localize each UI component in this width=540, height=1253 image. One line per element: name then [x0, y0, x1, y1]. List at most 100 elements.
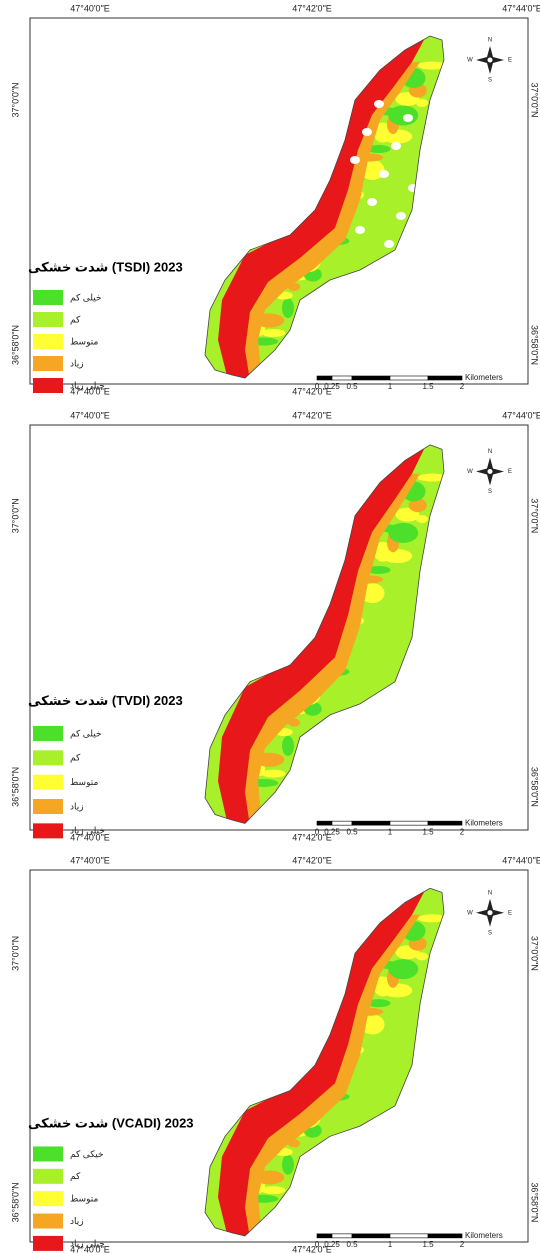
left-coordinate: 36°58'0"N [10, 325, 20, 365]
legend-label: کم [70, 314, 81, 325]
legend-label: خیلی زیاد [70, 380, 105, 390]
scale-unit: Kilometers [465, 1231, 503, 1240]
compass-letter: E [508, 469, 512, 475]
patch [382, 549, 412, 563]
right-coordinate: 37°0'0"N [530, 498, 540, 533]
no-data [396, 212, 406, 220]
study-area [205, 36, 447, 380]
top-coordinate: 47°44'0"E [502, 3, 540, 13]
legend-swatch [33, 290, 63, 305]
legend-swatch [33, 378, 63, 393]
scale-segment [332, 821, 352, 825]
legend-swatch [33, 1191, 63, 1206]
study-area [205, 888, 447, 1238]
scale-unit: Kilometers [465, 373, 503, 382]
no-data [384, 240, 394, 248]
patch [382, 983, 412, 997]
scale-label: 1.5 [422, 382, 434, 391]
compass-letter: E [508, 58, 512, 64]
scale-segment [332, 376, 352, 380]
legend-swatch [33, 1236, 63, 1251]
top-coordinate: 47°42'0"E [292, 3, 332, 13]
patch [262, 329, 286, 337]
scale-segment [428, 1234, 462, 1238]
top-coordinate: 47°40'0"E [70, 410, 110, 420]
top-coordinate: 47°44'0"E [502, 855, 540, 865]
no-data [355, 226, 365, 234]
patch [388, 106, 418, 126]
right-coordinate: 36°58'0"N [530, 1182, 540, 1222]
scale-label: 1 [388, 382, 393, 391]
scale-label: 0.5 [346, 827, 358, 836]
no-data [403, 114, 413, 122]
compass-letter: W [467, 58, 473, 64]
compass-letter: N [488, 890, 492, 896]
scale-label: 1 [388, 827, 393, 836]
compass-letter: E [508, 910, 512, 916]
no-data [408, 184, 418, 192]
legend-label: خیلی زیاد [70, 1238, 105, 1248]
legend-swatch [33, 750, 63, 765]
top-coordinate: 47°44'0"E [502, 410, 540, 420]
compass-letter: N [488, 449, 492, 455]
legend-label: زیاد [70, 1216, 84, 1226]
legend-swatch [33, 312, 63, 327]
legend-label: خیلی کم [70, 292, 102, 303]
no-data [379, 170, 389, 178]
compass-center [487, 910, 493, 916]
right-coordinate: 37°0'0"N [530, 82, 540, 117]
legend-swatch [33, 775, 63, 790]
scale-segment [428, 376, 462, 380]
compass-letter: S [488, 489, 492, 495]
patch [262, 770, 286, 778]
legend-label: خیلی کم [70, 728, 102, 739]
top-coordinate: 47°40'0"E [70, 855, 110, 865]
map-figure: 47°40'0"E 47°42'0"E 47°44'0"E 47°40'0"E 47°4… [0, 0, 540, 1253]
top-coordinate: 47°42'0"E [292, 855, 332, 865]
patch [416, 952, 428, 960]
scale-label: 1 [388, 1240, 393, 1249]
legend-label: متوسط [70, 1194, 98, 1204]
patch [282, 736, 294, 756]
top-coordinate: 47°42'0"E [292, 410, 332, 420]
study-area [205, 445, 447, 826]
compass-letter: W [467, 910, 473, 916]
legend-swatch [33, 1169, 63, 1184]
legend-label: کم [70, 1171, 81, 1182]
scale-label: 0 [315, 827, 320, 836]
patch [262, 1186, 286, 1194]
legend-label: کم [70, 753, 81, 764]
legend-label: زیاد [70, 358, 84, 368]
no-data [345, 86, 355, 94]
patch [382, 130, 412, 144]
left-coordinate: 36°58'0"N [10, 1182, 20, 1222]
legend-swatch [33, 799, 63, 814]
scale-segment [332, 1234, 352, 1238]
patch [282, 298, 294, 318]
scale-label: 0.5 [346, 382, 358, 391]
legend-swatch [33, 356, 63, 371]
left-coordinate: 37°0'0"N [10, 936, 20, 971]
scale-segment [352, 821, 390, 825]
scale-segment [390, 376, 428, 380]
scale-segment [428, 821, 462, 825]
right-coordinate: 36°58'0"N [530, 767, 540, 807]
patch [282, 1155, 294, 1175]
scale-segment [317, 821, 332, 825]
compass-letter: W [467, 469, 473, 475]
scale-label: 2 [460, 827, 465, 836]
right-coordinate: 37°0'0"N [530, 936, 540, 971]
legend-label: خیلی زیاد [70, 826, 105, 836]
legend-swatch [33, 726, 63, 741]
scale-segment [390, 821, 428, 825]
legend-swatch [33, 334, 63, 349]
patch [416, 99, 428, 107]
patch [388, 959, 418, 979]
right-coordinate: 36°58'0"N [530, 325, 540, 365]
scale-segment [317, 1234, 332, 1238]
scale-label: 1.5 [422, 1240, 434, 1249]
left-coordinate: 36°58'0"N [10, 767, 20, 807]
compass-center [487, 468, 493, 474]
no-data [350, 156, 360, 164]
patch [388, 523, 418, 543]
